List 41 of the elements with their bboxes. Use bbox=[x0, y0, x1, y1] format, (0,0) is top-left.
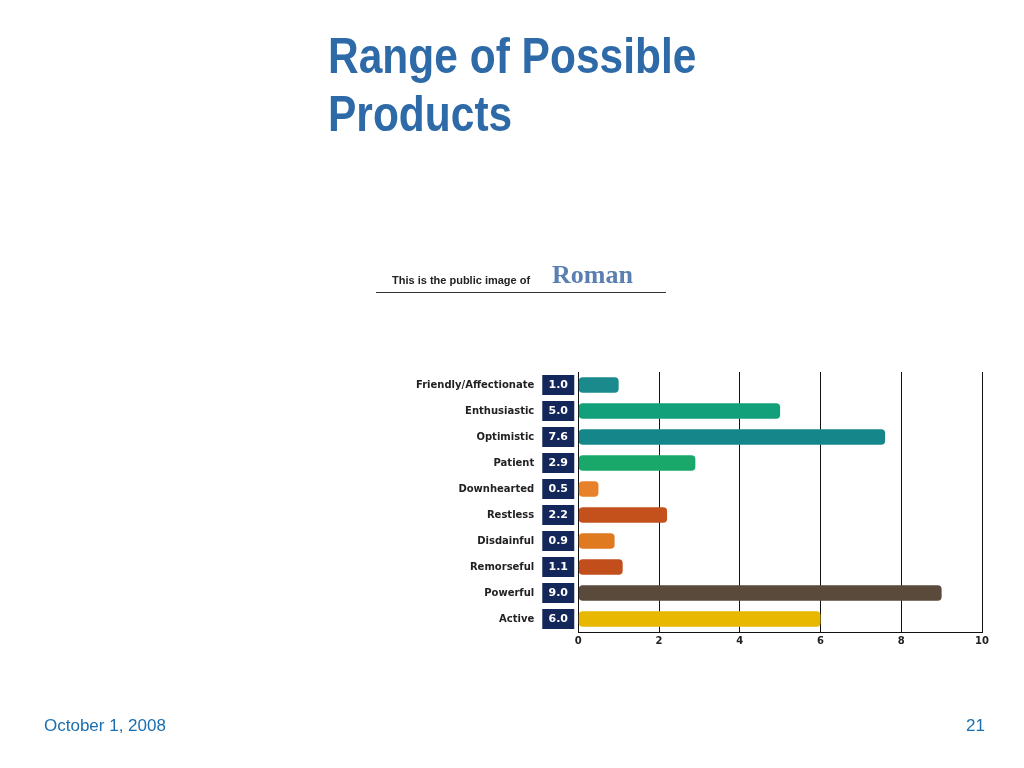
y-tick-label: Disdainful bbox=[477, 534, 535, 546]
bar bbox=[578, 585, 942, 601]
y-tick-label: Enthusiastic bbox=[465, 404, 535, 416]
data-label: 2.2 bbox=[548, 507, 569, 521]
data-label: 6.0 bbox=[548, 611, 569, 625]
x-tick-label: 6 bbox=[817, 634, 825, 646]
text: This is the public image of bbox=[392, 274, 531, 286]
bar bbox=[578, 403, 781, 419]
y-tick-label: Downhearted bbox=[458, 482, 535, 494]
chart-title: Range of Possible Products bbox=[328, 28, 698, 143]
data-label: 0.5 bbox=[548, 481, 569, 495]
data-label: 5.0 bbox=[548, 403, 569, 417]
data-label: 9.0 bbox=[548, 585, 569, 599]
data-label: 1.1 bbox=[548, 559, 569, 573]
x-tick-label: 10 bbox=[975, 634, 989, 646]
data-label: 1.0 bbox=[548, 377, 569, 391]
y-tick-label: Friendly/Affectionate bbox=[415, 378, 535, 390]
bar bbox=[578, 481, 599, 497]
x-tick-label: 8 bbox=[897, 634, 905, 646]
y-tick-label: Remorseful bbox=[469, 560, 535, 572]
text: 21 bbox=[966, 716, 985, 736]
bar bbox=[578, 377, 619, 393]
data-label: 7.6 bbox=[548, 429, 569, 443]
bar bbox=[578, 455, 696, 471]
x-tick-label: 4 bbox=[736, 634, 744, 646]
bar bbox=[578, 611, 821, 627]
bar bbox=[578, 559, 623, 575]
y-tick-label: Active bbox=[499, 612, 535, 624]
x-tick-label: 2 bbox=[655, 634, 663, 646]
text: Roman bbox=[552, 260, 633, 290]
data-label: 2.9 bbox=[548, 455, 569, 469]
bar bbox=[578, 533, 615, 549]
y-tick-label: Powerful bbox=[484, 586, 535, 598]
bar bbox=[578, 429, 886, 445]
y-tick-label: Optimistic bbox=[476, 430, 535, 442]
x-tick-label: 0 bbox=[574, 634, 582, 646]
bar bbox=[578, 507, 668, 523]
y-tick-label: Patient bbox=[493, 456, 535, 468]
y-tick-label: Restless bbox=[486, 508, 535, 520]
text: October 1, 2008 bbox=[44, 716, 166, 736]
data-label: 0.9 bbox=[548, 533, 569, 547]
